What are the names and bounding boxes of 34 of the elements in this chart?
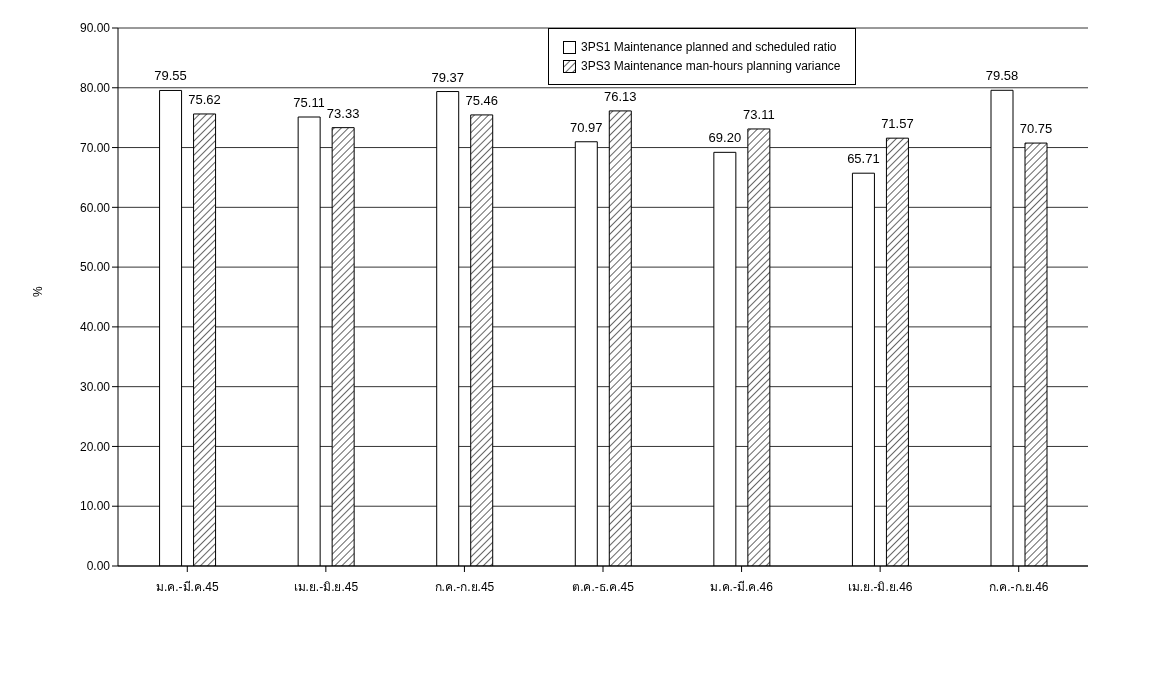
y-axis-title: %	[31, 286, 46, 297]
y-tick-label: 20.00	[79, 439, 111, 454]
data-label: 75.11	[293, 95, 325, 111]
x-tick-label: ต.ค.-ธ.ค.45	[572, 579, 635, 594]
data-label: 69.20	[708, 130, 742, 146]
data-label: 71.57	[881, 116, 914, 132]
y-tick-label: 0.00	[86, 559, 111, 574]
y-tick-label: 70.00	[79, 140, 111, 155]
data-label: 65.71	[847, 151, 880, 167]
data-label: 75.46	[465, 92, 498, 108]
legend-label: 3PS3 Maintenance man-hours planning variance	[581, 59, 841, 73]
x-tick-label: ก.ค.-ก.ย.46	[988, 579, 1049, 594]
data-label: 79.37	[431, 69, 464, 85]
x-tick-label: เม.ย.-มิ.ย.45	[293, 579, 359, 594]
y-tick-label: 80.00	[79, 81, 111, 96]
data-label: 70.97	[570, 119, 603, 135]
y-tick-label: 30.00	[79, 379, 111, 394]
data-label: 70.75	[1019, 121, 1053, 137]
data-label: 75.62	[188, 91, 221, 107]
x-tick-label: ม.ค.-มี.ค.46	[710, 579, 774, 594]
data-label: 73.33	[326, 105, 360, 121]
x-tick-label: เม.ย.-มิ.ย.46	[847, 579, 913, 594]
data-label: 79.58	[985, 68, 1019, 84]
x-tick-label: ม.ค.-มี.ค.45	[155, 579, 219, 594]
y-tick-label: 10.00	[79, 499, 111, 514]
y-tick-label: 50.00	[79, 260, 111, 275]
y-tick-label: 60.00	[79, 200, 111, 215]
x-tick-label: ก.ค.-ก.ย.45	[434, 579, 495, 594]
y-tick-label: 40.00	[79, 320, 111, 335]
y-tick-label: 90.00	[79, 21, 111, 36]
legend-label: 3PS1 Maintenance planned and scheduled ratio	[581, 40, 837, 54]
data-label: 76.13	[604, 88, 637, 104]
data-label: 73.11	[743, 106, 775, 122]
data-label: 79.55	[154, 68, 187, 84]
